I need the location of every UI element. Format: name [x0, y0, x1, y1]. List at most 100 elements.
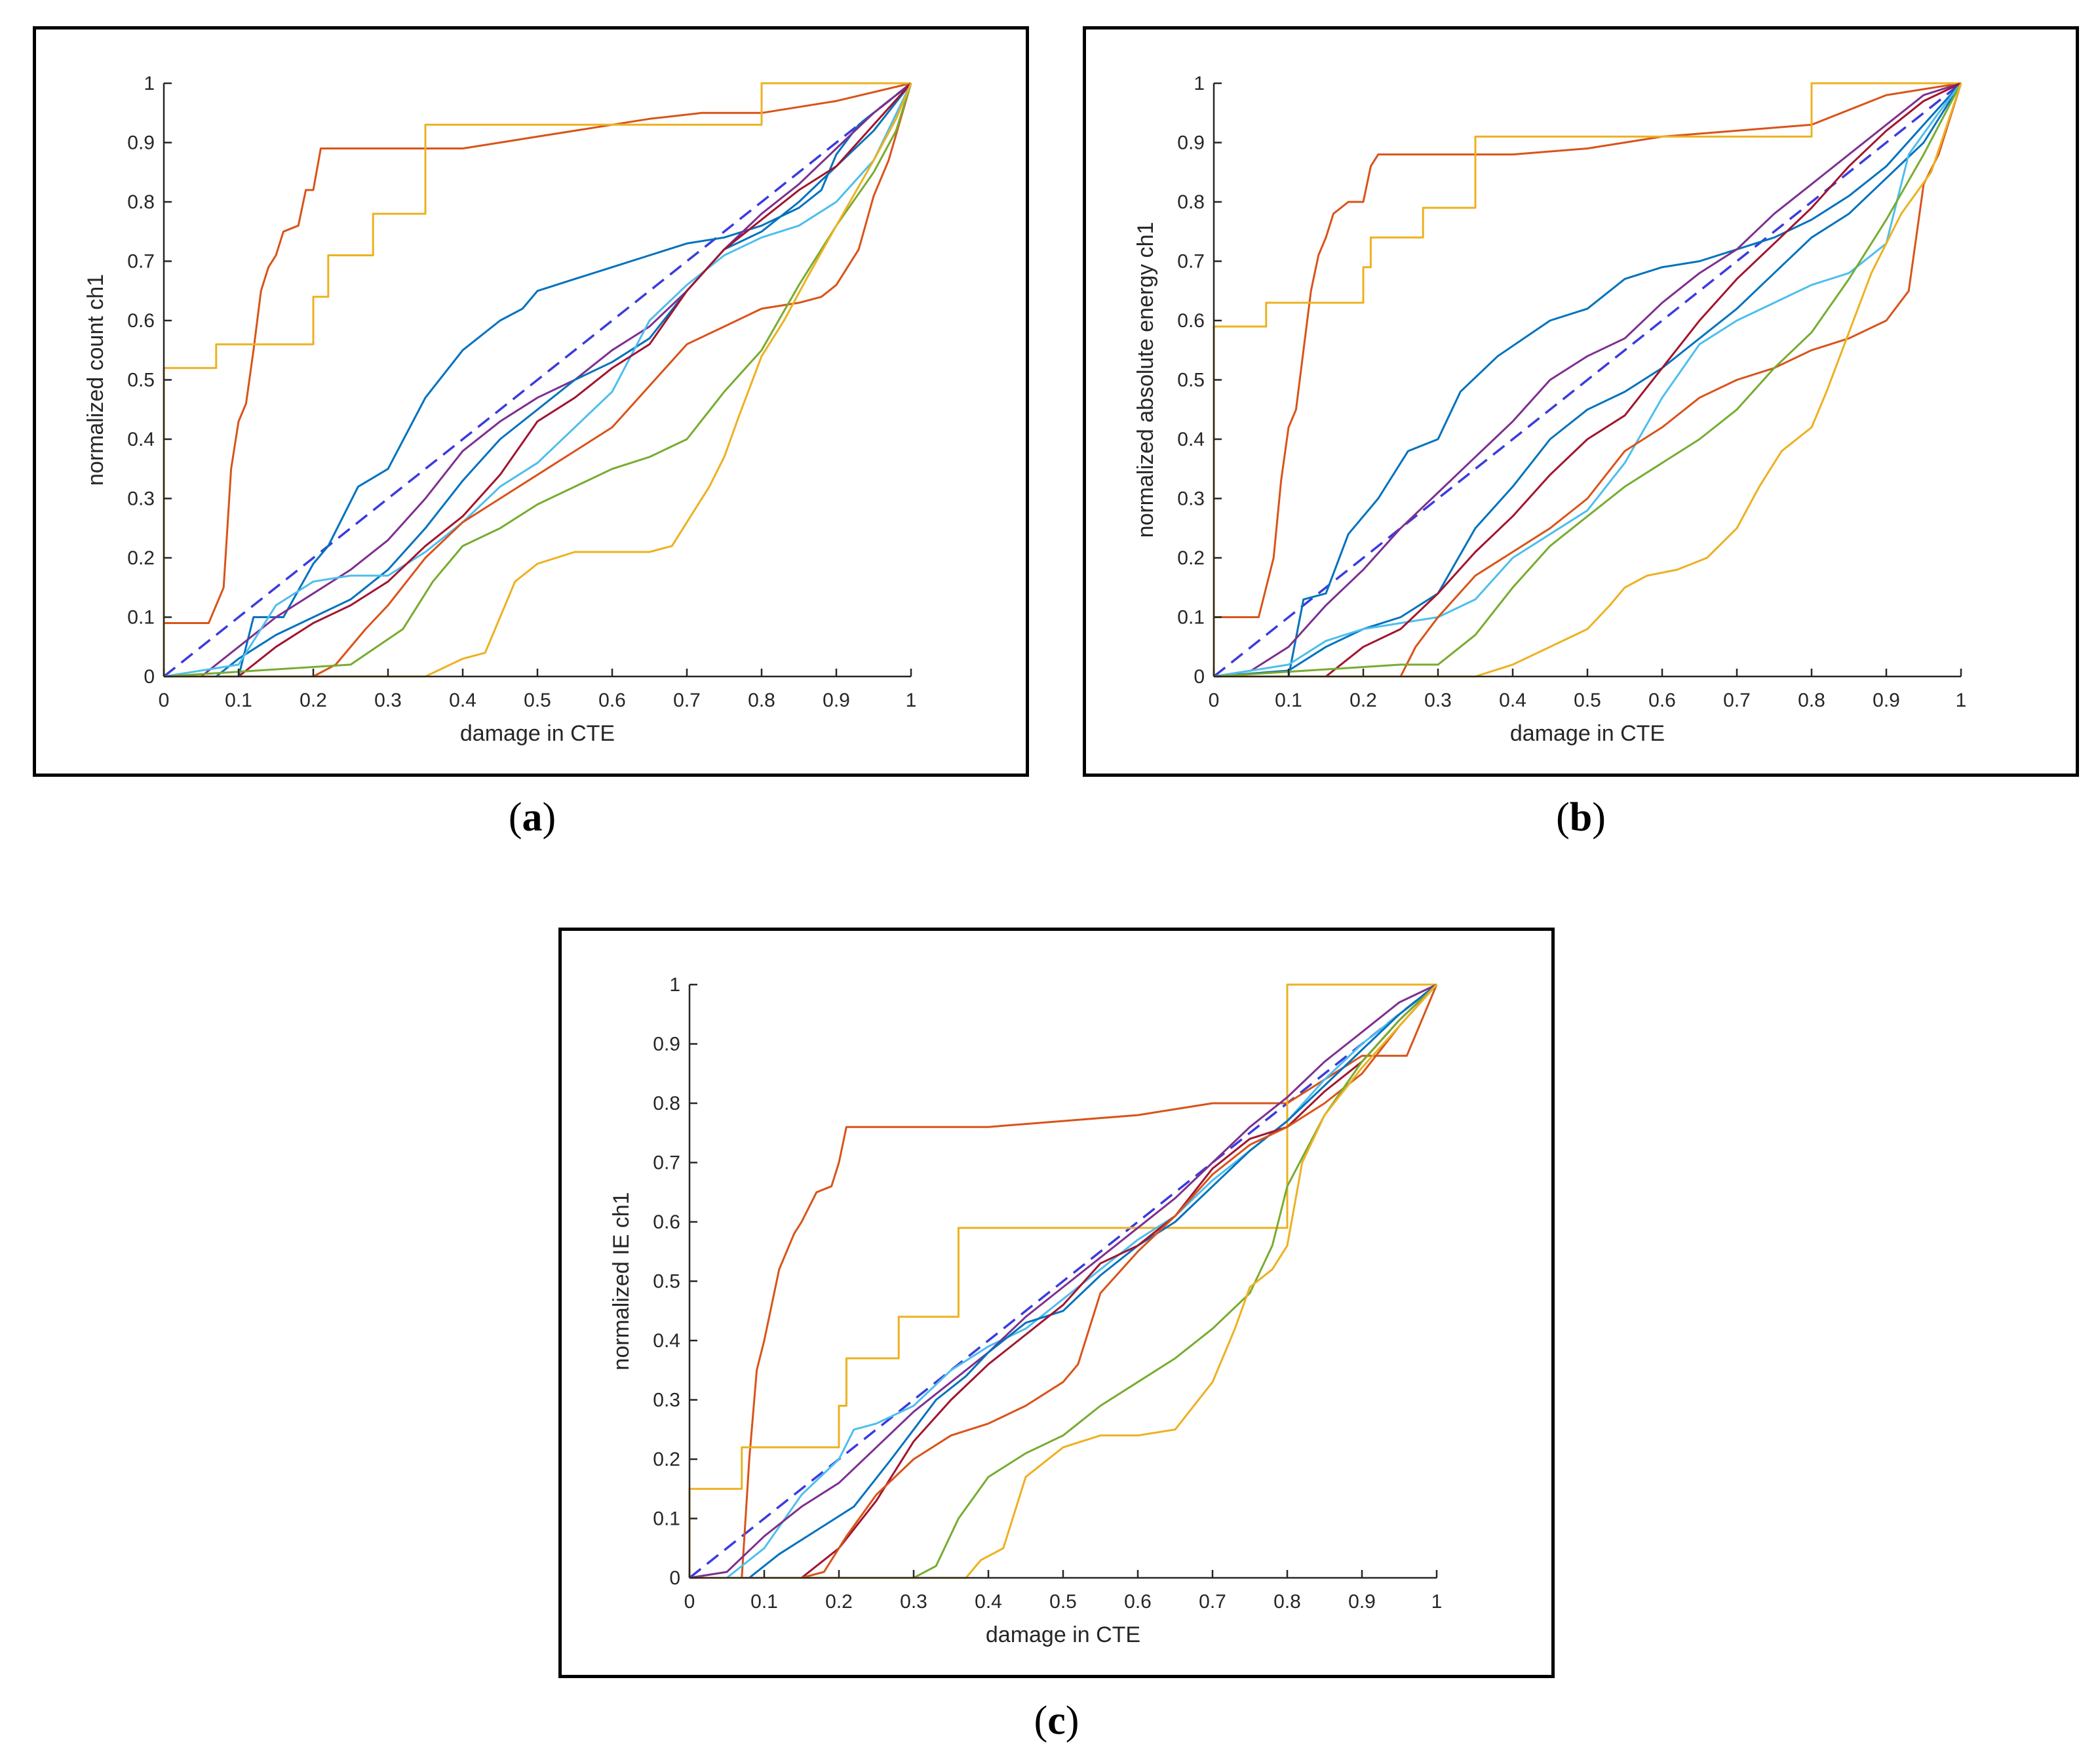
- x-tick-label: 0.4: [975, 1591, 1002, 1613]
- x-tick-label: 0.9: [1348, 1591, 1376, 1613]
- x-axis-label: damage in CTE: [986, 1622, 1140, 1647]
- chart-panel-c: 0 0.1 0.2 0.3 0.4 0.5 0.6 0.7 0.8 0.9 1 0 0.1 0.2 0.3 0…: [558, 928, 1555, 1678]
- x-tick-label: 0: [1209, 690, 1220, 711]
- series-line-purple: [1213, 82, 1962, 678]
- x-tick-label: 0.1: [750, 1591, 778, 1613]
- x-tick-label: 0.4: [449, 690, 476, 711]
- x-tick-label: 0.2: [1350, 690, 1377, 711]
- chart-panel-a: 0 0.1 0.2 0.3 0.4 0.5 0.6 0.7 0.8 0.9 1 0 0.1 0.2 0.3 0…: [33, 26, 1029, 777]
- series-line-dark-red: [164, 82, 912, 678]
- series-line-dark-red: [690, 983, 1438, 1579]
- y-tick-label: 0.8: [127, 191, 155, 213]
- series-group: [1213, 82, 1962, 678]
- series-line-orange-red: [690, 984, 1438, 1579]
- series-line-yellow-lower: [690, 983, 1438, 1579]
- y-tick-label: 0.3: [1177, 488, 1205, 510]
- x-tick-label: 0.2: [300, 690, 327, 711]
- series-line-blue-mid: [164, 83, 912, 678]
- series-line-lightblue: [163, 83, 912, 678]
- y-tick-label: 0.1: [653, 1508, 680, 1530]
- x-axis-label: damage in CTE: [1510, 721, 1665, 746]
- y-tick-label: 0.1: [1177, 607, 1205, 629]
- series-line-blue-mid: [690, 983, 1437, 1579]
- y-axis-label: normalized IE ch1: [609, 1192, 634, 1370]
- series-group: [688, 983, 1438, 1579]
- x-tick-label: 0.1: [225, 690, 252, 711]
- y-tick-label: 0.6: [127, 310, 155, 332]
- y-tick-label: 0.2: [1177, 547, 1205, 569]
- y-tick-label: 1: [144, 73, 155, 94]
- x-tick-label: 0.9: [823, 690, 850, 711]
- y-tick-label: 0.5: [127, 370, 155, 391]
- y-tick-label: 0.8: [1177, 191, 1205, 213]
- x-tick-label: 0.5: [1574, 690, 1601, 711]
- series-line-reference: [1213, 82, 1962, 678]
- chart-b: 0 0.1 0.2 0.3 0.4 0.5 0.6 0.7 0.8 0.9 1 0 0.1 0.2 0.3 0…: [1133, 73, 1967, 746]
- y-tick-label: 0.2: [653, 1449, 680, 1470]
- x-tick-label: 0.3: [374, 690, 402, 711]
- x-tick-label: 0.5: [524, 690, 551, 711]
- series-line-green: [163, 83, 912, 678]
- caption-a: (a): [508, 795, 556, 840]
- y-tick-label: 1: [1194, 73, 1205, 94]
- x-tick-label: 0.7: [1723, 690, 1751, 711]
- x-tick-label: 0.7: [673, 690, 701, 711]
- x-tick-label: 1: [1956, 690, 1967, 711]
- y-tick-label: 0.7: [653, 1152, 680, 1174]
- series-line-orange-red-lower: [1214, 83, 1962, 678]
- series-group: [163, 82, 912, 678]
- x-tick-label: 0.4: [1499, 690, 1526, 711]
- y-tick-label: 0.4: [127, 429, 155, 450]
- y-tick-label: 0.5: [653, 1271, 680, 1293]
- y-axis-label: normalized absolute energy ch1: [1133, 222, 1158, 538]
- series-line-yellow-step: [163, 82, 911, 676]
- caption-b: (b): [1556, 795, 1606, 840]
- y-tick-label: 0: [1194, 666, 1205, 688]
- y-tick-label: 0.7: [1177, 251, 1205, 273]
- x-tick-label: 0.8: [1273, 1591, 1301, 1613]
- y-tick-label: 0.3: [653, 1390, 680, 1411]
- y-tick-label: 0.5: [1177, 370, 1205, 391]
- series-line-yellow-step: [688, 983, 1437, 1578]
- y-axis-label: normalized count ch1: [83, 274, 108, 486]
- chart-c: 0 0.1 0.2 0.3 0.4 0.5 0.6 0.7 0.8 0.9 1 0 0.1 0.2 0.3 0…: [609, 974, 1443, 1647]
- x-tick-label: 0.6: [598, 690, 626, 711]
- series-line-orange-red-lower: [164, 83, 912, 678]
- x-tick-label: 0.3: [1424, 690, 1452, 711]
- series-line-purple: [164, 82, 912, 678]
- x-tick-label: 0.7: [1199, 1591, 1226, 1613]
- caption-c: (c): [1034, 1698, 1079, 1743]
- x-tick-label: 0.8: [1798, 690, 1825, 711]
- x-tick-label: 0.3: [900, 1591, 927, 1613]
- y-tick-label: 0.1: [127, 607, 155, 629]
- series-line-lightblue: [690, 983, 1437, 1579]
- y-tick-label: 0: [144, 666, 155, 688]
- x-tick-label: 0.6: [1124, 1591, 1152, 1613]
- x-tick-label: 1: [1431, 1591, 1443, 1613]
- y-tick-label: 1: [669, 974, 680, 996]
- y-tick-label: 0.9: [1177, 132, 1205, 154]
- y-tick-label: 0.3: [127, 488, 155, 510]
- series-line-dark-red: [1214, 82, 1962, 678]
- chart-a: 0 0.1 0.2 0.3 0.4 0.5 0.6 0.7 0.8 0.9 1 0 0.1 0.2 0.3 0…: [83, 73, 916, 746]
- series-line-yellow-lower: [164, 83, 912, 678]
- y-tick-label: 0.6: [1177, 310, 1205, 332]
- y-tick-label: 0.9: [653, 1034, 680, 1055]
- series-line-yellow-step: [1213, 82, 1961, 676]
- x-tick-label: 0.5: [1049, 1591, 1077, 1613]
- x-tick-label: 0.2: [825, 1591, 853, 1613]
- chart-panel-b: 0 0.1 0.2 0.3 0.4 0.5 0.6 0.7 0.8 0.9 1 0 0.1 0.2 0.3 0…: [1083, 26, 2079, 777]
- x-tick-label: 0: [159, 690, 170, 711]
- series-line-orange-red: [163, 82, 912, 676]
- series-line-lightblue: [1213, 83, 1962, 678]
- y-tick-label: 0.8: [653, 1093, 680, 1114]
- series-line-green: [1213, 83, 1962, 678]
- x-tick-label: 0.6: [1648, 690, 1676, 711]
- x-tick-label: 0.8: [748, 690, 775, 711]
- x-tick-label: 0.1: [1275, 690, 1302, 711]
- y-tick-label: 0.6: [653, 1211, 680, 1233]
- series-line-yellow-lower: [1214, 83, 1962, 678]
- series-line-reference: [688, 983, 1438, 1579]
- series-line-orange-red-lower: [690, 983, 1438, 1579]
- x-tick-label: 0: [684, 1591, 695, 1613]
